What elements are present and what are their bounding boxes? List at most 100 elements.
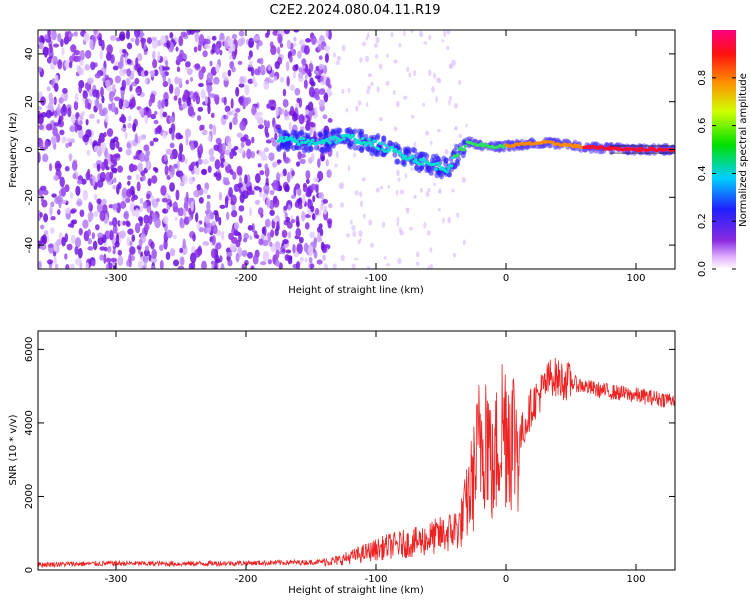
noise-cell bbox=[251, 223, 255, 233]
noise-cell bbox=[148, 98, 152, 108]
noise-cell bbox=[230, 209, 238, 218]
noise-cell bbox=[84, 64, 90, 71]
noise-cell bbox=[263, 184, 270, 194]
noise-cell bbox=[249, 235, 253, 241]
ridge-core bbox=[410, 154, 415, 158]
noise-cell bbox=[110, 164, 114, 170]
noise-cell bbox=[229, 151, 234, 160]
noise-cell bbox=[293, 186, 297, 197]
noise-cell bbox=[134, 77, 140, 85]
noise-cell bbox=[178, 151, 183, 162]
noise-cell bbox=[145, 160, 152, 171]
noise-cell bbox=[322, 199, 329, 204]
noise-cell bbox=[143, 51, 148, 56]
noise-cell bbox=[251, 136, 255, 144]
noise-cell bbox=[103, 253, 107, 264]
noise-cell bbox=[197, 106, 204, 112]
sparse-cell bbox=[447, 216, 451, 224]
noise-cell bbox=[283, 98, 288, 108]
noise-cell bbox=[298, 72, 304, 79]
x-tick-label: -200 bbox=[235, 574, 258, 585]
snr-frame bbox=[37, 330, 676, 571]
noise-cell bbox=[150, 256, 158, 264]
ridge-halo bbox=[493, 140, 499, 147]
sparse-cell bbox=[431, 86, 435, 93]
noise-cell bbox=[152, 137, 159, 143]
noise-cell bbox=[188, 207, 192, 216]
sparse-cell bbox=[395, 189, 399, 196]
noise-cell bbox=[125, 197, 131, 204]
sparse-cell bbox=[413, 194, 417, 199]
noise-cell bbox=[301, 64, 306, 70]
ridge-halo bbox=[410, 146, 416, 153]
noise-cell bbox=[77, 128, 84, 139]
noise-cell bbox=[307, 245, 314, 257]
noise-cell bbox=[151, 248, 157, 259]
noise-cell bbox=[135, 57, 139, 67]
colorbar-tick-label: 0.8 bbox=[697, 70, 708, 86]
noise-cell bbox=[132, 164, 138, 172]
noise-cell bbox=[248, 37, 255, 49]
colorbar-tick-label: 0.0 bbox=[697, 261, 708, 277]
noise-cell bbox=[241, 263, 246, 269]
noise-cell bbox=[179, 256, 185, 266]
x-tick-label: 100 bbox=[626, 574, 645, 585]
noise-cell bbox=[159, 259, 164, 269]
noise-cell bbox=[134, 133, 138, 144]
noise-cell bbox=[71, 160, 78, 171]
noise-cell bbox=[175, 46, 179, 52]
noise-cell bbox=[207, 134, 212, 142]
noise-cell bbox=[207, 165, 212, 173]
noise-cell bbox=[324, 53, 329, 63]
y-tick-label: 6000 bbox=[24, 337, 35, 362]
noise-cell bbox=[309, 126, 313, 136]
noise-cell bbox=[237, 60, 243, 65]
noise-cell bbox=[214, 43, 220, 55]
sparse-cell bbox=[451, 59, 456, 66]
noise-cell bbox=[145, 106, 149, 112]
noise-cell bbox=[276, 159, 282, 164]
noise-cell bbox=[109, 139, 116, 151]
ridge-core bbox=[479, 142, 484, 146]
noise-cell bbox=[74, 246, 79, 255]
sparse-cell bbox=[381, 221, 386, 228]
noise-cell bbox=[38, 152, 41, 163]
sparse-cell bbox=[350, 219, 353, 225]
noise-cell bbox=[99, 109, 106, 117]
noise-cell bbox=[297, 203, 303, 210]
sparse-cell bbox=[332, 263, 337, 269]
noise-cell bbox=[322, 114, 328, 120]
noise-cell bbox=[121, 187, 128, 199]
noise-cell bbox=[283, 205, 288, 211]
noise-cell bbox=[112, 249, 116, 255]
noise-cell bbox=[207, 86, 211, 97]
noise-cell bbox=[296, 220, 300, 228]
noise-cell bbox=[254, 199, 261, 205]
noise-cell bbox=[275, 249, 280, 259]
noise-cell bbox=[115, 233, 120, 245]
noise-cell bbox=[323, 92, 329, 103]
noise-cell bbox=[40, 185, 47, 191]
noise-cell bbox=[73, 100, 79, 111]
noise-cell bbox=[76, 198, 83, 207]
noise-cell bbox=[105, 79, 111, 88]
ridge-halo bbox=[334, 130, 340, 137]
noise-cell bbox=[142, 255, 149, 264]
noise-cell bbox=[198, 34, 205, 46]
noise-cell bbox=[125, 220, 130, 226]
sparse-cell bbox=[358, 230, 363, 238]
noise-cell bbox=[44, 140, 49, 150]
sparse-cell bbox=[370, 242, 375, 248]
sparse-cell bbox=[428, 69, 432, 77]
ridge-core bbox=[282, 138, 287, 143]
noise-cell bbox=[182, 54, 188, 60]
noise-cell bbox=[75, 185, 81, 196]
noise-cell bbox=[228, 232, 234, 241]
noise-cell bbox=[110, 102, 116, 113]
noise-cell bbox=[157, 51, 161, 62]
noise-cell bbox=[274, 132, 278, 141]
noise-cell bbox=[92, 89, 99, 98]
noise-cell bbox=[169, 142, 175, 149]
noise-cell bbox=[200, 124, 205, 130]
noise-cell bbox=[135, 86, 141, 94]
